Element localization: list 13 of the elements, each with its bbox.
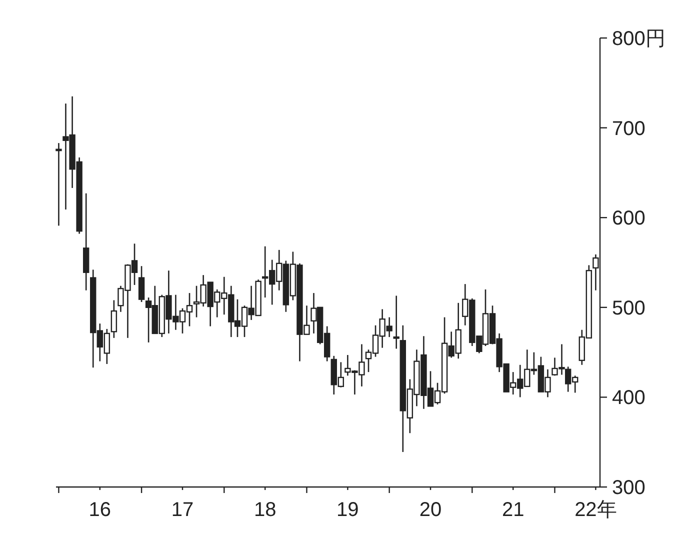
x-tick-label: 19 <box>336 499 359 521</box>
x-tick-label: 16 <box>88 499 112 521</box>
x-tick-label: 18 <box>254 499 276 521</box>
x-tick-label: 22年 <box>574 499 617 521</box>
y-tick-label: 600 <box>612 208 646 230</box>
y-tick-label: 400 <box>612 387 646 410</box>
x-tick-label: 20 <box>419 499 442 521</box>
y-tick-label: 800円 <box>612 28 666 50</box>
y-tick-label: 700 <box>612 118 646 140</box>
y-tick-label: 500 <box>612 297 646 320</box>
x-tick-label: 17 <box>171 499 194 521</box>
y-tick-label: 300 <box>612 477 646 499</box>
x-tick-label: 21 <box>502 499 524 521</box>
